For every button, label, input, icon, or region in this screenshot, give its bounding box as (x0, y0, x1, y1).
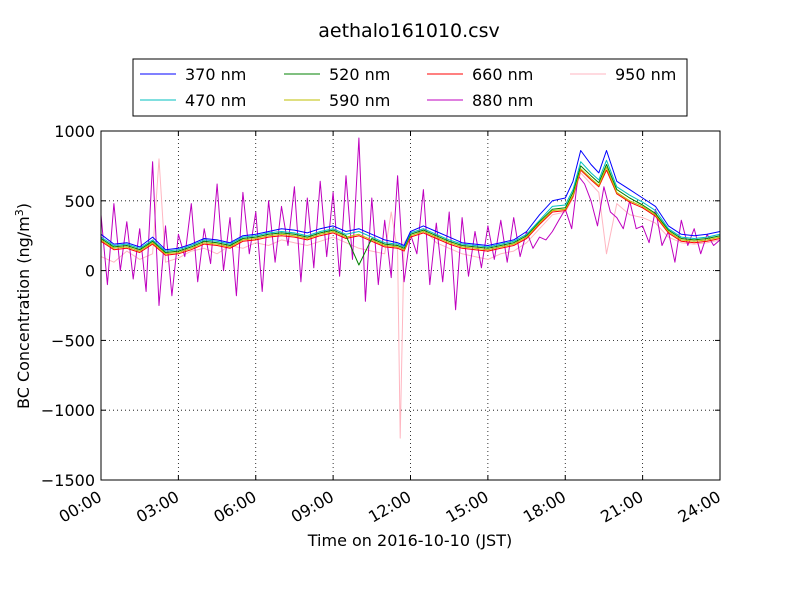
legend-label: 590 nm (329, 91, 390, 110)
series-line-660-nm (100, 169, 721, 256)
series-line-520-nm (100, 164, 721, 266)
y-axis-label-sup: 3 (13, 209, 26, 216)
y-tick-label: 1000 (54, 122, 95, 141)
series-line-470-nm (100, 159, 721, 252)
y-axis-label: BC Concentration (ng/m3) (13, 203, 33, 409)
legend-label: 660 nm (472, 65, 533, 84)
legend-label: 370 nm (185, 65, 246, 84)
series-line-590-nm (100, 166, 721, 255)
legend-label: 470 nm (185, 91, 246, 110)
data-series (100, 137, 721, 439)
y-tick-label: 0 (85, 262, 95, 281)
x-axis-label: Time on 2016-10-10 (JST) (307, 531, 512, 550)
y-axis-label-tail: ) (14, 203, 33, 209)
legend-frame (132, 58, 688, 117)
legend-label: 880 nm (472, 91, 533, 110)
legend-label: 520 nm (329, 65, 390, 84)
y-tick-label: −500 (51, 331, 95, 350)
legend: 370 nm 470 nm 520 nm 590 nm 660 nm 880 nm 950 … (132, 58, 688, 117)
y-axis-label-main: BC Concentration (ng/m (14, 216, 33, 409)
legend-label: 950 nm (615, 65, 676, 84)
y-tick-label: −1000 (41, 401, 95, 420)
y-tick-label: 500 (64, 192, 95, 211)
chart-title: aethalo161010.csv (318, 20, 500, 42)
y-tick-label: −1500 (41, 471, 95, 490)
series-line-950-nm (100, 158, 721, 439)
series-line-370-nm (100, 150, 721, 251)
